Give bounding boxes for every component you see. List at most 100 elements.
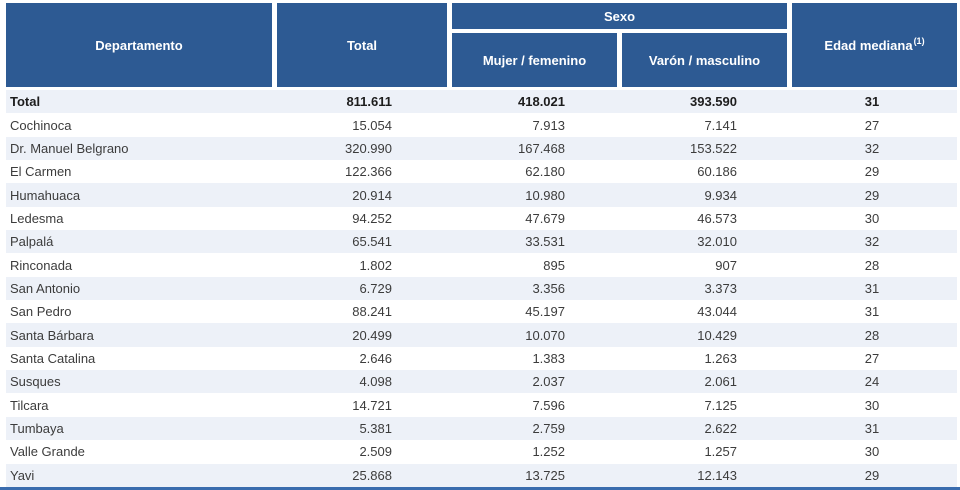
cell-varon: 907: [715, 257, 737, 273]
cell-total: 20.499: [352, 327, 392, 343]
table-row: Palpalá 65.541 33.531 32.010 32: [6, 230, 957, 254]
cell-total: 2.646: [359, 350, 392, 366]
cell-total: 4.098: [359, 374, 392, 390]
cell-departamento: Palpalá: [10, 234, 54, 250]
header-edad-mediana: Edad mediana(1): [792, 3, 957, 87]
cell-total: 65.541: [352, 234, 392, 250]
header-varon: Varón / masculino: [622, 33, 787, 87]
cell-edad-mediana: 28: [864, 327, 880, 343]
header-varon-label: Varón / masculino: [648, 52, 761, 68]
cell-varon: 2.061: [704, 374, 737, 390]
cell-total: 1.802: [359, 257, 392, 273]
table-row: Cochinoca 15.054 7.913 7.141 27: [6, 113, 957, 136]
table-row: El Carmen 122.366 62.180 60.186 29: [6, 160, 957, 183]
header-sexo-subrow: Mujer / femenino Varón / masculino: [452, 33, 787, 87]
cell-varon: 393.590: [690, 94, 737, 110]
cell-edad-mediana: 27: [864, 117, 880, 133]
table-row: Rinconada 1.802 895 907 28: [6, 253, 957, 276]
cell-departamento: Dr. Manuel Belgrano: [10, 140, 129, 156]
cell-edad-mediana: 28: [864, 257, 880, 273]
cell-mujer: 10.980: [525, 187, 565, 203]
cell-departamento: Tilcara: [10, 397, 49, 413]
cell-edad-mediana: 32: [864, 234, 880, 250]
cell-mujer: 1.252: [532, 444, 565, 460]
header-total-label: Total: [346, 37, 378, 53]
cell-total: 6.729: [359, 280, 392, 296]
cell-edad-mediana: 24: [864, 374, 880, 390]
cell-mujer: 2.037: [532, 374, 565, 390]
cell-departamento: Santa Catalina: [10, 350, 96, 366]
table-row: Susques 4.098 2.037 2.061 24: [6, 370, 957, 394]
cell-total: 122.366: [345, 164, 392, 180]
cell-total: 15.054: [352, 117, 392, 133]
cell-mujer: 33.531: [525, 234, 565, 250]
table-row: Yavi 25.868 13.725 12.143 29: [6, 463, 957, 487]
cell-edad-mediana: 29: [864, 467, 880, 483]
header-mujer-label: Mujer / femenino: [482, 52, 587, 68]
header-sexo-label: Sexo: [603, 8, 636, 24]
cell-departamento: Susques: [10, 374, 61, 390]
cell-edad-mediana: 29: [864, 164, 880, 180]
cell-varon: 60.186: [697, 164, 737, 180]
cell-mujer: 418.021: [518, 94, 565, 110]
table-row: Ledesma 94.252 47.679 46.573 30: [6, 207, 957, 230]
cell-varon: 43.044: [697, 304, 737, 320]
header-edad-mediana-label: Edad mediana(1): [824, 36, 925, 53]
table-row: Total 811.611 418.021 393.590 31: [6, 90, 957, 114]
header-total: Total: [277, 3, 447, 87]
cell-mujer: 2.759: [532, 420, 565, 436]
cell-total: 320.990: [345, 140, 392, 156]
cell-mujer: 895: [543, 257, 565, 273]
cell-mujer: 7.913: [532, 117, 565, 133]
table-row: Tumbaya 5.381 2.759 2.622 31: [6, 416, 957, 441]
cell-varon: 1.263: [704, 350, 737, 366]
cell-varon: 7.141: [704, 117, 737, 133]
cell-varon: 32.010: [697, 234, 737, 250]
table-bottom-rule: [0, 487, 960, 490]
cell-total: 2.509: [359, 444, 392, 460]
cell-total: 25.868: [352, 467, 392, 483]
cell-departamento: Yavi: [10, 467, 35, 483]
cell-total: 88.241: [352, 304, 392, 320]
table-row: Humahuaca 20.914 10.980 9.934 29: [6, 183, 957, 207]
table-row: Dr. Manuel Belgrano 320.990 167.468 153.522…: [6, 136, 957, 161]
cell-departamento: Cochinoca: [10, 117, 72, 133]
cell-total: 94.252: [352, 210, 392, 226]
cell-mujer: 1.383: [532, 350, 565, 366]
cell-edad-mediana: 27: [864, 350, 880, 366]
cell-departamento: Rinconada: [10, 257, 73, 273]
cell-total: 14.721: [352, 397, 392, 413]
cell-departamento: Humahuaca: [10, 187, 81, 203]
cell-mujer: 167.468: [518, 140, 565, 156]
table-row: Valle Grande 2.509 1.252 1.257 30: [6, 440, 957, 463]
cell-mujer: 45.197: [525, 304, 565, 320]
cell-edad-mediana: 31: [864, 420, 880, 436]
cell-departamento: San Antonio: [10, 280, 81, 296]
cell-edad-mediana: 29: [864, 187, 880, 203]
cell-mujer: 10.070: [525, 327, 565, 343]
cell-departamento: Valle Grande: [10, 444, 85, 460]
cell-edad-mediana: 31: [864, 94, 880, 110]
table-row: San Pedro 88.241 45.197 43.044 31: [6, 300, 957, 323]
cell-mujer: 47.679: [525, 210, 565, 226]
cell-departamento: Ledesma: [10, 210, 64, 226]
cell-edad-mediana: 30: [864, 210, 880, 226]
cell-edad-mediana: 31: [864, 304, 880, 320]
cell-varon: 10.429: [697, 327, 737, 343]
cell-total: 20.914: [352, 187, 392, 203]
cell-varon: 46.573: [697, 210, 737, 226]
cell-mujer: 7.596: [532, 397, 565, 413]
cell-varon: 12.143: [697, 467, 737, 483]
header-departamento: Departamento: [6, 3, 272, 87]
cell-total: 811.611: [346, 94, 392, 110]
table-row: Santa Bárbara 20.499 10.070 10.429 28: [6, 323, 957, 347]
cell-departamento: San Pedro: [10, 304, 72, 320]
cell-departamento: El Carmen: [10, 164, 72, 180]
table-header: Departamento Total Sexo Mujer / femenino…: [0, 0, 960, 87]
cell-edad-mediana: 30: [864, 444, 880, 460]
header-mujer: Mujer / femenino: [452, 33, 617, 87]
cell-mujer: 13.725: [525, 467, 565, 483]
cell-varon: 3.373: [704, 280, 737, 296]
cell-departamento: Tumbaya: [10, 420, 64, 436]
